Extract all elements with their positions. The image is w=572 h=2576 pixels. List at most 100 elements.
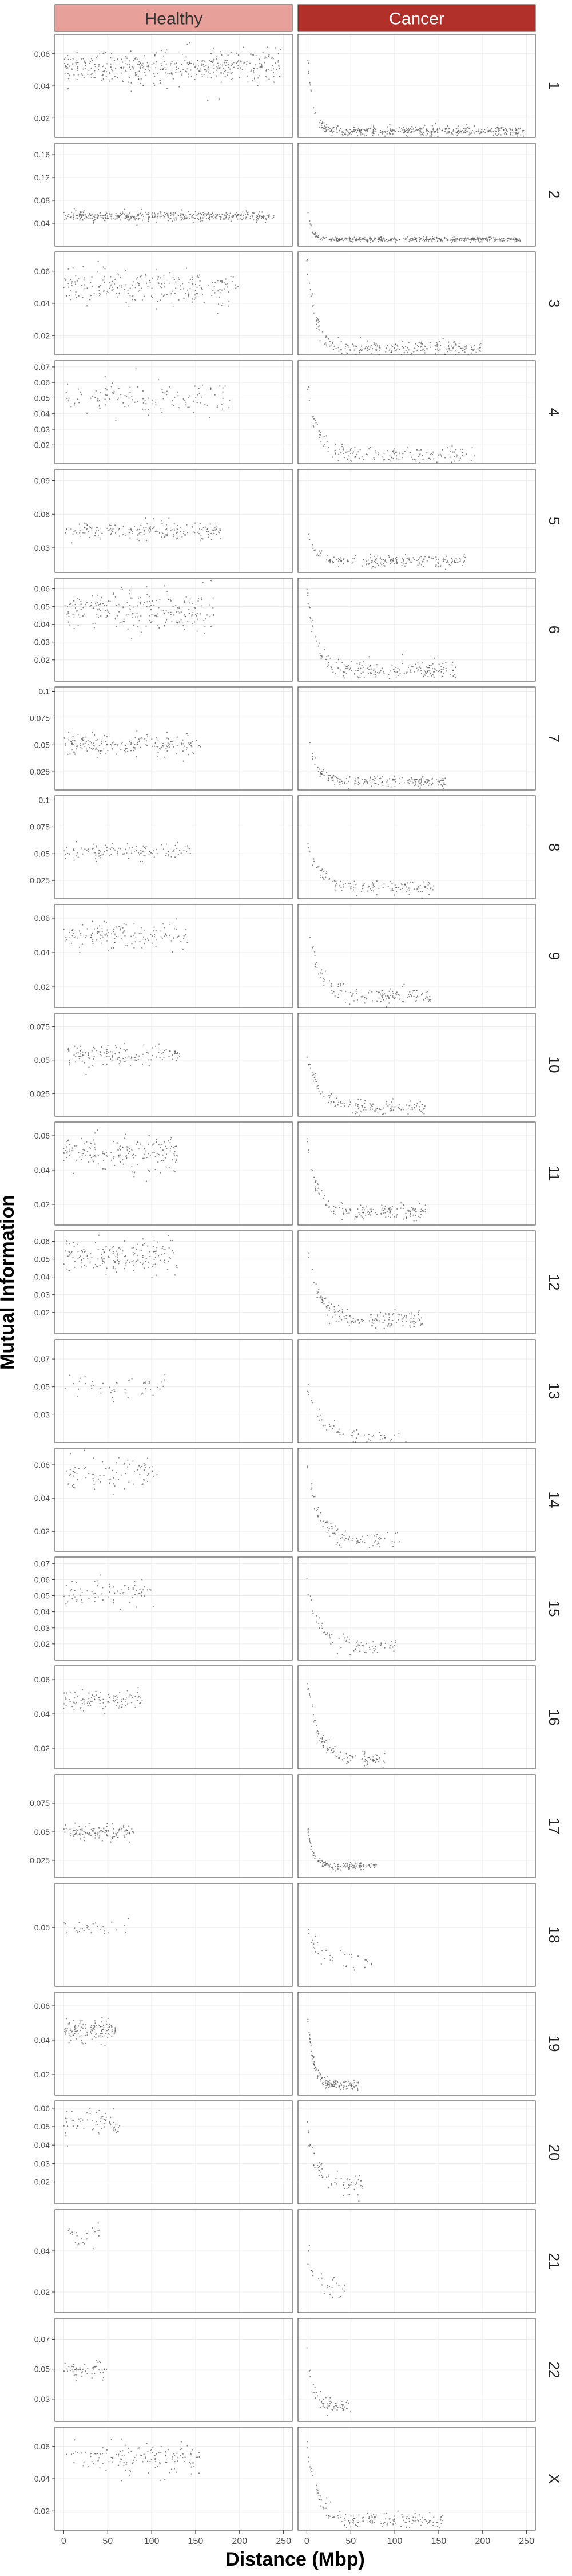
data-point-healthy-10: [110, 1051, 112, 1053]
data-point-healthy-6: [143, 604, 145, 606]
data-point-cancer-8: [389, 880, 391, 882]
data-point-healthy-9: [69, 931, 70, 934]
data-point-cancer-6: [446, 670, 447, 672]
data-point-healthy-4: [106, 394, 108, 396]
data-point-cancer-7: [394, 786, 396, 788]
data-point-cancer-3: [325, 342, 327, 344]
data-point-healthy-4: [113, 391, 115, 393]
data-point-cancer-1: [460, 131, 462, 132]
data-point-cancer-3: [452, 347, 454, 349]
row-strip-label: 7: [546, 734, 563, 742]
data-point-healthy-5: [176, 538, 177, 540]
data-point-healthy-6: [173, 614, 174, 616]
data-point-healthy-1: [85, 67, 87, 69]
data-point-healthy-1: [213, 68, 215, 69]
data-point-healthy-4: [97, 398, 99, 400]
data-point-healthy-1: [129, 69, 132, 70]
data-point-cancer-5: [424, 556, 426, 558]
data-point-cancer-6: [417, 670, 419, 672]
data-point-healthy-8: [112, 843, 113, 844]
data-point-healthy-11: [165, 1153, 168, 1155]
data-point-healthy-5: [213, 532, 215, 534]
data-point-healthy-1: [67, 64, 69, 65]
data-point-cancer-1: [511, 129, 513, 131]
data-point-healthy-9: [113, 929, 115, 930]
data-point-healthy-7: [90, 742, 92, 744]
data-point-healthy-6: [140, 603, 141, 605]
data-point-cancer-6: [429, 665, 431, 666]
data-point-healthy-3: [75, 275, 77, 277]
data-point-cancer-7: [395, 778, 397, 780]
data-point-healthy-9: [100, 934, 101, 936]
data-point-healthy-6: [80, 604, 82, 606]
data-point-healthy-6: [129, 608, 131, 610]
data-point-cancer-7: [411, 778, 413, 780]
data-point-cancer-6: [309, 607, 311, 609]
data-point-cancer-10: [308, 1064, 309, 1066]
data-point-healthy-4: [162, 392, 164, 393]
data-point-cancer-5: [365, 560, 367, 562]
data-point-cancer-1: [430, 136, 432, 137]
data-point-cancer-6: [432, 668, 434, 670]
data-point-healthy-5: [146, 540, 148, 542]
data-point-cancer-2: [403, 237, 405, 239]
data-point-cancer-5: [374, 567, 376, 568]
data-point-cancer-2: [475, 239, 476, 240]
data-point-cancer-1: [435, 131, 436, 132]
data-point-healthy-3: [169, 272, 171, 274]
data-point-healthy-6: [159, 599, 161, 600]
data-point-healthy-5: [145, 527, 147, 529]
data-point-cancer-10: [313, 1076, 315, 1078]
data-point-healthy-8: [77, 856, 79, 858]
data-point-healthy-1: [187, 64, 189, 65]
data-point-healthy-6: [94, 602, 97, 604]
data-point-healthy-8: [162, 848, 165, 850]
data-point-healthy-9: [97, 927, 98, 929]
data-point-cancer-10: [340, 1103, 342, 1104]
data-point-cancer-8: [378, 887, 380, 889]
data-point-healthy-2: [185, 217, 186, 219]
data-point-healthy-6: [69, 603, 71, 605]
data-point-cancer-6: [332, 671, 334, 673]
data-point-healthy-1: [225, 62, 227, 64]
data-point-healthy-6: [109, 600, 111, 602]
data-point-cancer-4: [451, 461, 452, 463]
data-point-healthy-8: [84, 848, 86, 850]
data-point-cancer-1: [351, 131, 352, 132]
data-point-healthy-3: [97, 260, 99, 262]
data-point-healthy-5: [110, 528, 112, 530]
data-point-healthy-11: [89, 1148, 91, 1149]
data-point-healthy-2: [168, 215, 169, 217]
data-point-cancer-3: [315, 320, 317, 322]
data-point-cancer-2: [464, 237, 467, 239]
data-point-healthy-11: [72, 1149, 74, 1151]
data-point-cancer-6: [350, 661, 352, 662]
data-point-cancer-2: [360, 238, 362, 240]
data-point-healthy-10: [101, 1046, 103, 1048]
data-point-healthy-5: [165, 534, 167, 535]
data-point-cancer-5: [366, 563, 368, 564]
data-point-cancer-8: [320, 876, 322, 879]
data-point-cancer-1: [384, 135, 386, 137]
data-point-cancer-11: [364, 1209, 366, 1211]
data-point-healthy-1: [224, 76, 226, 77]
data-point-healthy-6: [192, 614, 193, 615]
data-point-healthy-2: [120, 215, 121, 216]
data-point-healthy-8: [132, 847, 133, 848]
data-point-healthy-2: [223, 214, 225, 216]
data-point-cancer-7: [321, 773, 323, 776]
data-point-healthy-3: [132, 284, 133, 286]
data-point-cancer-2: [337, 240, 339, 242]
data-point-cancer-2: [370, 238, 372, 239]
data-point-healthy-9: [169, 923, 171, 925]
data-point-cancer-11: [334, 1206, 336, 1208]
data-point-healthy-1: [94, 77, 96, 78]
data-point-healthy-11: [160, 1172, 161, 1174]
data-point-healthy-1: [110, 57, 112, 58]
data-point-healthy-6: [192, 602, 194, 605]
data-point-cancer-10: [312, 1080, 314, 1082]
data-point-cancer-10: [375, 1109, 377, 1111]
data-point-healthy-10: [85, 1073, 87, 1075]
data-point-healthy-1: [272, 56, 274, 58]
data-point-healthy-1: [275, 47, 276, 49]
